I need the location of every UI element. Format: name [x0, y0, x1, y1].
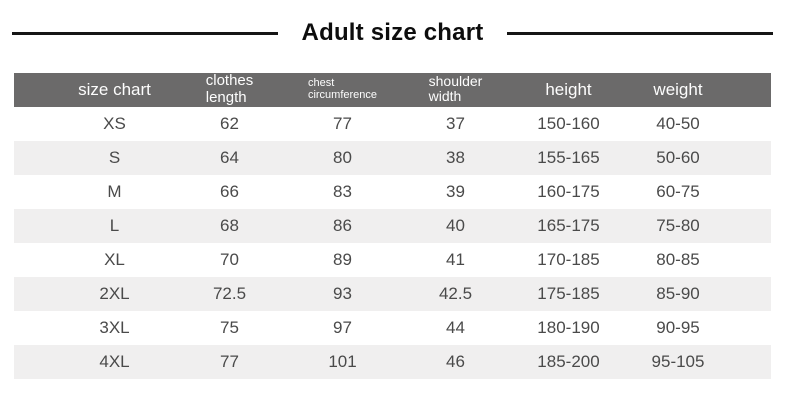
clothes-length-cell: 68	[173, 209, 286, 243]
height-cell: 185-200	[512, 345, 625, 379]
clothes-length-cell: 66	[173, 175, 286, 209]
header-height: height	[512, 73, 625, 107]
chest-circumference-cell: 93	[286, 277, 399, 311]
height-cell: 150-160	[512, 107, 625, 141]
clothes-length-cell: 75	[173, 311, 286, 345]
height-cell: 180-190	[512, 311, 625, 345]
shoulder-width-cell: 40	[399, 209, 512, 243]
table-row-l: L 68 86 40 165-175 75-80	[14, 209, 771, 243]
size-label-cell: M	[14, 175, 173, 209]
header-clothes-length: clothes length	[173, 73, 286, 107]
size-label-cell: L	[14, 209, 173, 243]
weight-cell: 95-105	[625, 345, 771, 379]
size-label-cell: S	[14, 141, 173, 175]
shoulder-width-cell: 46	[399, 345, 512, 379]
size-label-cell: 3XL	[14, 311, 173, 345]
height-cell: 160-175	[512, 175, 625, 209]
weight-cell: 50-60	[625, 141, 771, 175]
title-section: Adult size chart	[0, 0, 785, 52]
header-clothes-length-label: clothes length	[205, 73, 254, 106]
table-header-row: size chart clothes length chest circumfe…	[14, 73, 771, 107]
clothes-length-cell: 77	[173, 345, 286, 379]
height-cell: 155-165	[512, 141, 625, 175]
height-cell: 170-185	[512, 243, 625, 277]
chest-circumference-cell: 101	[286, 345, 399, 379]
size-label-cell: 4XL	[14, 345, 173, 379]
height-cell: 175-185	[512, 277, 625, 311]
table-row-xl: XL 70 89 41 170-185 80-85	[14, 243, 771, 277]
chest-circumference-cell: 86	[286, 209, 399, 243]
header-weight: weight	[625, 73, 771, 107]
chest-circumference-cell: 83	[286, 175, 399, 209]
size-table: size chart clothes length chest circumfe…	[14, 73, 771, 379]
table-row-4xl: 4XL 77 101 46 185-200 95-105	[14, 345, 771, 379]
chest-circumference-cell: 77	[286, 107, 399, 141]
table-row-xs: XS 62 77 37 150-160 40-50	[14, 107, 771, 141]
header-weight-label: weight	[653, 80, 703, 99]
shoulder-width-cell: 37	[399, 107, 512, 141]
table-row-s: S 64 80 38 155-165 50-60	[14, 141, 771, 175]
weight-cell: 75-80	[625, 209, 771, 243]
clothes-length-cell: 64	[173, 141, 286, 175]
weight-cell: 60-75	[625, 175, 771, 209]
size-label-cell: 2XL	[14, 277, 173, 311]
size-label-cell: XL	[14, 243, 173, 277]
page-title: Adult size chart	[301, 19, 484, 46]
shoulder-width-cell: 44	[399, 311, 512, 345]
clothes-length-cell: 62	[173, 107, 286, 141]
chest-circumference-cell: 97	[286, 311, 399, 345]
header-shoulder-width-label: shoulder width	[428, 73, 483, 105]
header-chest-circumference: chest circumference	[286, 73, 399, 107]
title-left-rule	[12, 31, 278, 35]
weight-cell: 90-95	[625, 311, 771, 345]
table-row-3xl: 3XL 75 97 44 180-190 90-95	[14, 311, 771, 345]
header-size-chart-label: size chart	[78, 80, 151, 99]
shoulder-width-cell: 42.5	[399, 277, 512, 311]
shoulder-width-cell: 41	[399, 243, 512, 277]
weight-cell: 85-90	[625, 277, 771, 311]
size-label-cell: XS	[14, 107, 173, 141]
weight-cell: 80-85	[625, 243, 771, 277]
header-height-label: height	[545, 80, 592, 99]
title-right-rule	[507, 31, 773, 35]
table-row-2xl: 2XL 72.5 93 42.5 175-185 85-90	[14, 277, 771, 311]
height-cell: 165-175	[512, 209, 625, 243]
chest-circumference-cell: 89	[286, 243, 399, 277]
header-chest-circumference-label: chest circumference	[307, 76, 378, 102]
clothes-length-cell: 72.5	[173, 277, 286, 311]
chest-circumference-cell: 80	[286, 141, 399, 175]
header-shoulder-width: shoulder width	[399, 73, 512, 107]
shoulder-width-cell: 39	[399, 175, 512, 209]
clothes-length-cell: 70	[173, 243, 286, 277]
table-row-m: M 66 83 39 160-175 60-75	[14, 175, 771, 209]
weight-cell: 40-50	[625, 107, 771, 141]
shoulder-width-cell: 38	[399, 141, 512, 175]
header-size-chart: size chart	[14, 73, 173, 107]
